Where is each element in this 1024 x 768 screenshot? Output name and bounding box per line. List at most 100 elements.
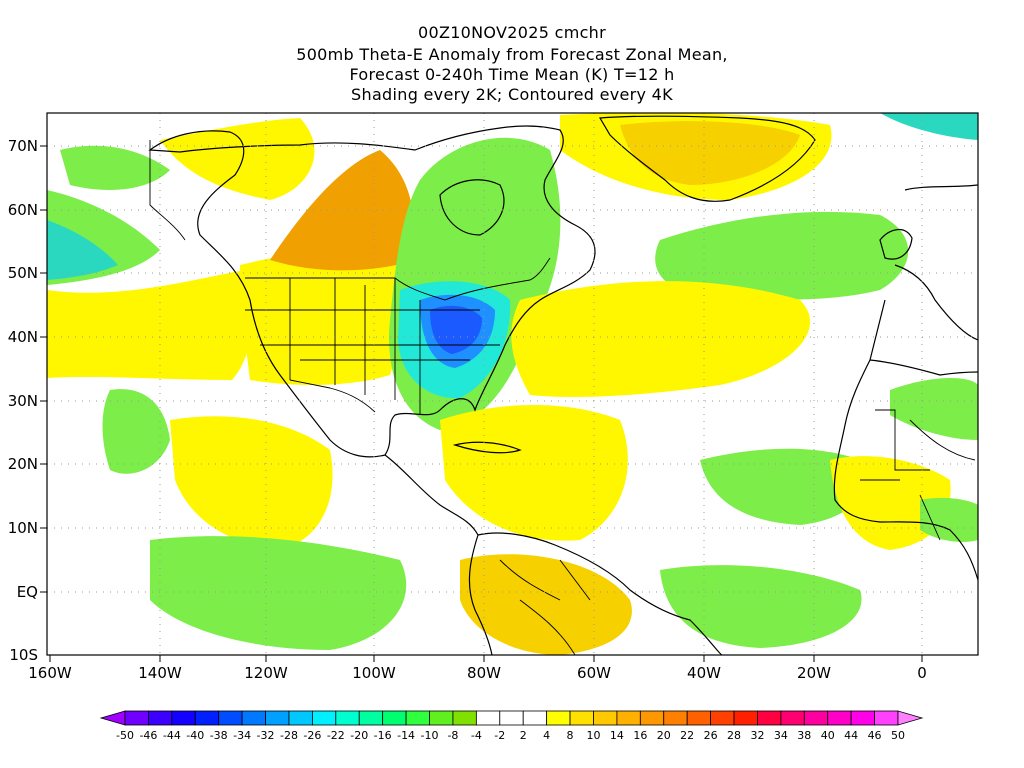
colorbar-label: -4 <box>471 729 482 742</box>
colorbar-label: 28 <box>727 729 741 742</box>
colorbar-label: -46 <box>139 729 157 742</box>
lat-label-10n: 10N <box>8 519 38 537</box>
colorbar-arrow-low <box>99 710 126 726</box>
colorbar-swatch <box>803 710 829 726</box>
colorbar-label: -44 <box>163 729 181 742</box>
boundary-south-america <box>499 559 591 655</box>
colorbar-label: -50 <box>116 729 134 742</box>
lon-label-160w: 160W <box>28 664 72 682</box>
colorbar-swatch <box>757 710 782 726</box>
lon-label-0: 0 <box>917 664 927 682</box>
colorbar-swatch <box>429 710 454 726</box>
colorbar-swatch <box>663 710 688 726</box>
political-boundaries <box>149 140 976 655</box>
colorbar-swatch <box>288 710 313 726</box>
colorbar: -50 -46 -44 -40 -38 -34 -32 -28 -26 -22 -20 -16 -14-… <box>99 710 924 742</box>
colorbar-swatch <box>546 710 571 726</box>
colorbar-label: -38 <box>210 729 228 742</box>
boundary-us-states <box>245 278 500 415</box>
coast-cuba <box>452 441 522 454</box>
colorbar-swatch <box>311 710 337 726</box>
coastlines <box>148 115 978 655</box>
axis-ticks <box>40 145 923 662</box>
colorbar-label: 10 <box>586 729 600 742</box>
colorbar-label: 50 <box>891 729 905 742</box>
colorbar-swatch <box>475 710 501 726</box>
lon-label-20w: 20W <box>797 664 831 682</box>
colorbar-swatch <box>710 710 735 726</box>
colorbar-swatch <box>686 710 712 726</box>
colorbar-label: 16 <box>633 729 647 742</box>
map-plot-area <box>47 113 978 655</box>
lon-label-80w: 80W <box>467 664 501 682</box>
colorbar-label: -8 <box>447 729 458 742</box>
colorbar-swatch <box>874 710 899 726</box>
colorbar-label: -22 <box>327 729 345 742</box>
anomaly-shading <box>47 113 978 655</box>
colorbar-label: -16 <box>374 729 392 742</box>
shade-green-central-atlantic <box>700 448 867 525</box>
colorbar-label: -40 <box>186 729 204 742</box>
map-frame <box>46 112 979 656</box>
boundary-alaska-canada <box>149 140 186 241</box>
colorbar-label: 38 <box>797 729 811 742</box>
colorbar-swatch <box>171 710 196 726</box>
colorbar-label: 40 <box>821 729 835 742</box>
colorbar-swatch <box>265 710 290 726</box>
boundary-africa <box>860 409 976 541</box>
colorbar-arrow-high <box>897 710 924 726</box>
colorbar-swatch <box>850 710 875 726</box>
shade-yellow-west-us <box>240 250 401 385</box>
colorbar-label: -34 <box>233 729 251 742</box>
shade-green-gulf-guinea <box>920 497 978 542</box>
colorbar-label: 20 <box>657 729 671 742</box>
shade-deepblue-core <box>430 305 482 354</box>
shade-green-south-atlantic <box>660 565 862 648</box>
shade-green-africa <box>890 378 978 440</box>
shade-yellow-atlantic-band <box>511 281 811 397</box>
lon-label-100w: 100W <box>352 664 396 682</box>
colorbar-label: 2 <box>520 729 527 742</box>
colorbar-swatch <box>124 710 149 726</box>
coast-greenland <box>598 115 816 202</box>
lat-label-40n: 40N <box>8 328 38 346</box>
colorbar-label: 34 <box>774 729 788 742</box>
lat-label-70n: 70N <box>8 137 38 155</box>
title-line-2: 500mb Theta-E Anomaly from Forecast Zona… <box>296 45 728 64</box>
coast-south-america <box>468 532 723 655</box>
colorbar-label: 22 <box>680 729 694 742</box>
shade-yellow-caribbean <box>440 405 628 541</box>
lon-label-120w: 120W <box>244 664 288 682</box>
colorbar-swatch <box>218 710 243 726</box>
coast-north-america <box>148 125 596 458</box>
colorbar-swatch <box>241 710 266 726</box>
colorbar-swatch <box>522 710 548 726</box>
colorbar-label: -26 <box>303 729 321 742</box>
colorbar-swatch <box>827 710 852 726</box>
lat-label-eq: EQ <box>17 583 38 601</box>
colorbar-label: 46 <box>868 729 882 742</box>
colorbar-swatch <box>780 710 805 726</box>
colorbar-label: 8 <box>567 729 574 742</box>
title-line-3: Forecast 0-240h Time Mean (K) T=12 h <box>349 65 675 84</box>
shade-teal-aleutians <box>47 220 118 280</box>
colorbar-label: 14 <box>610 729 624 742</box>
colorbar-label: -20 <box>350 729 368 742</box>
colorbar-swatch <box>358 710 384 726</box>
shade-gold-greenland <box>620 121 800 185</box>
lat-label-20n: 20N <box>8 455 38 473</box>
boundary-us-mexico <box>289 379 376 413</box>
coast-africa <box>833 359 978 581</box>
colorbar-label: -2 <box>494 729 505 742</box>
colorbar-swatch <box>569 710 594 726</box>
coast-central-america <box>384 454 479 536</box>
lon-label-40w: 40W <box>687 664 721 682</box>
colorbar-swatch <box>593 710 618 726</box>
colorbar-swatch <box>335 710 360 726</box>
lat-axis-labels: 70N 60N 50N 40N 30N 20N 10N EQ 10S <box>8 137 38 664</box>
boundary-canada-us <box>245 257 551 301</box>
lat-label-10s: 10S <box>9 646 38 664</box>
colorbar-swatch <box>452 710 477 726</box>
shade-green-north-atlantic <box>655 211 909 300</box>
